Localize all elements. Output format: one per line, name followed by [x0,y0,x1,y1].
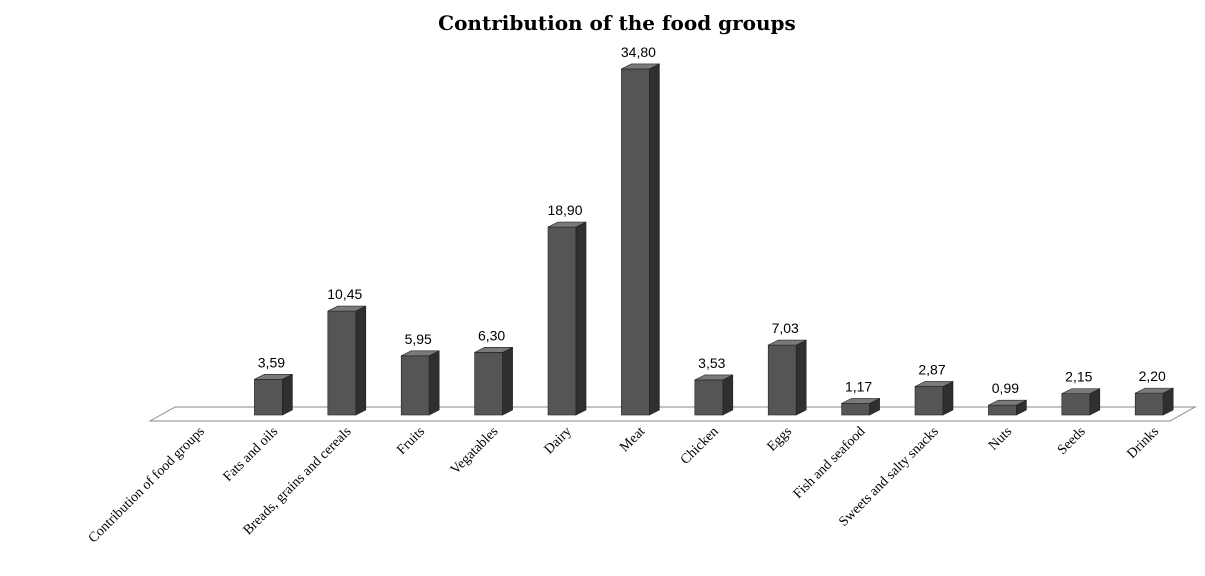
bar-side [649,63,660,416]
bar [547,221,587,416]
bar-side [795,339,807,416]
chart-title: Contribution of the food groups [438,11,796,35]
bar-side [428,350,440,416]
bar-front [254,378,283,416]
data-label: 3,53 [698,355,725,371]
bar [841,397,880,416]
bar-top [768,339,807,346]
bar [914,380,954,416]
data-label: 2,87 [918,361,945,377]
category-label: Contribution of food groups [86,424,208,546]
data-label: 34,80 [621,44,656,60]
bar-front [767,344,797,416]
bar-front [841,403,870,416]
bar-top [254,373,293,380]
category-label: Fruits [394,424,428,458]
bar-top [327,305,366,312]
bar-top [1135,387,1174,394]
category-label: Fats and oils [221,424,282,485]
category-label: Drinks [1124,424,1162,462]
bar-side [942,380,954,416]
category-label: Vegatables [448,424,501,477]
bar-top [914,381,954,387]
bar [621,63,660,416]
bar-front [1134,392,1164,416]
bar-side [502,346,513,416]
bar-top [988,399,1027,406]
data-label: 1,17 [845,378,872,394]
category-label: Fish and seafood [791,424,869,502]
data-label: 5,95 [405,331,432,347]
bar-side [575,221,587,416]
bar-side [355,305,367,416]
bar-front [621,68,650,416]
bar [474,346,513,416]
bar [327,305,367,416]
chart-floor [148,406,1197,422]
data-label: 2,15 [1065,369,1092,385]
category-label: Eggs [765,424,795,454]
bar-front [914,386,944,416]
bar [400,350,440,416]
bar-front [327,310,357,416]
data-label: 7,03 [772,320,799,336]
bar-top [621,63,660,70]
bar [1061,388,1101,416]
bar-top [841,398,880,404]
bar-front [474,352,503,416]
bar-side [282,373,293,416]
bar-top [401,350,440,357]
bars-group [254,63,1174,416]
bar-front [694,379,724,416]
bar [767,339,807,416]
data-label: 3,59 [258,354,285,370]
bar-front [1061,393,1091,416]
category-label: Nuts [986,424,1015,453]
data-label: 2,20 [1139,368,1166,384]
bar [988,399,1027,416]
bar-front [400,355,430,416]
category-label: Seeds [1055,424,1089,458]
data-label: 18,90 [547,202,582,218]
category-label: Dairy [542,424,575,457]
bar-top [1061,388,1100,394]
bar [254,373,293,416]
bar-top [694,374,733,381]
data-label: 6,30 [478,327,505,343]
bar-top [547,221,587,228]
bar-side [722,374,734,416]
data-label: 10,45 [327,286,362,302]
bar [1134,387,1174,416]
category-labels-group: Contribution of food groups Fats and oils… [86,424,1162,546]
bar-front [547,226,577,416]
category-label: Chicken [678,424,722,468]
data-label: 0,99 [992,380,1019,396]
bar [694,374,734,416]
category-label: Meat [617,424,648,455]
data-labels-group: 3,59 10,45 5,95 6,30 18,90 34,80 3,53 7,03 1,17 2… [258,44,1166,396]
bar-front [988,404,1017,416]
bar-top [474,347,513,353]
